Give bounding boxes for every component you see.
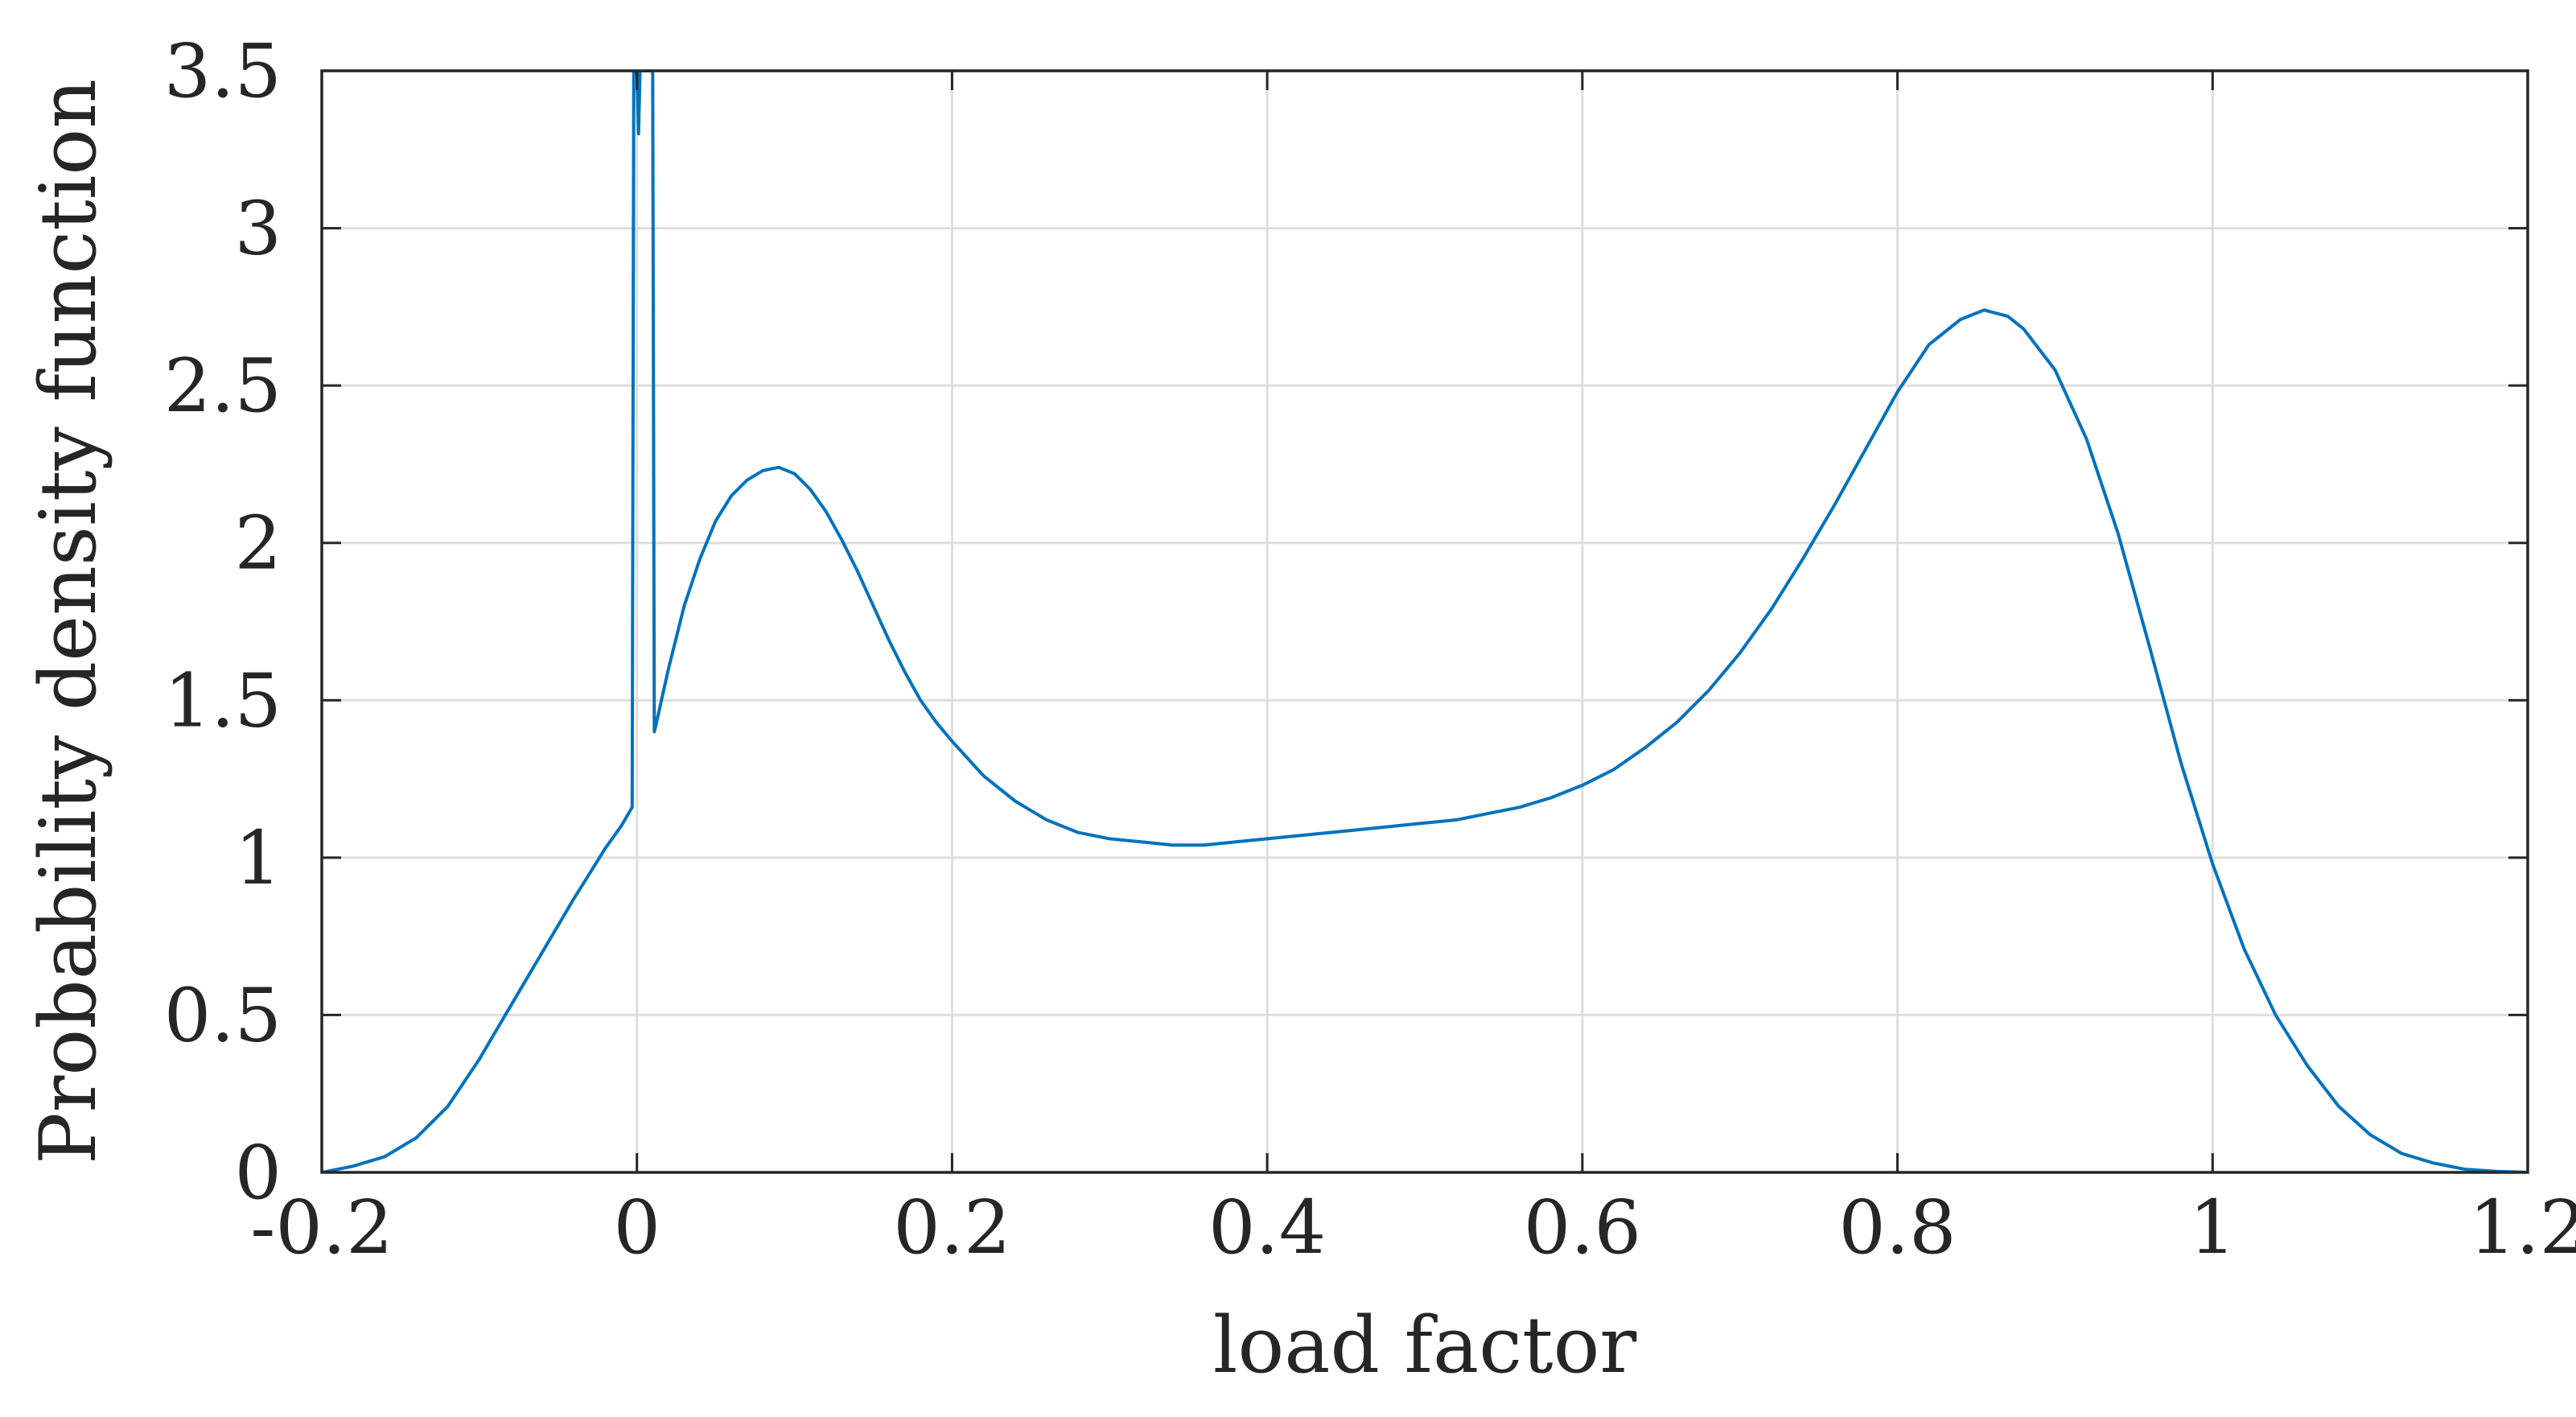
x-tick-label: 0	[613, 1184, 660, 1271]
y-tick-label: 0.5	[164, 972, 282, 1058]
x-tick-label: 0.6	[1524, 1184, 1641, 1271]
x-tick-label: 0.2	[893, 1184, 1010, 1271]
x-tick-label: 0.8	[1838, 1184, 1956, 1271]
y-tick-label: 0	[234, 1130, 282, 1216]
x-tick-label: 1	[2189, 1184, 2237, 1271]
x-tick-label: -0.2	[250, 1184, 393, 1271]
x-tick-label: 0.4	[1208, 1184, 1326, 1271]
tick-marks	[320, 69, 2529, 1174]
y-tick-label: 2	[234, 500, 282, 587]
tick-labels: -0.2 0 0.2 0.4 0.6 0.8 1 1.200.511.522.533.5	[164, 28, 2576, 1271]
y-tick-label: 3.5	[164, 28, 282, 114]
plot-frame	[320, 69, 2529, 1174]
grid-lines	[320, 69, 2529, 1174]
x-axis-label: load factor	[1213, 1300, 1637, 1390]
series-layer	[322, 71, 2528, 1172]
axes-box	[320, 69, 2529, 1174]
y-axis-label: Probability density function	[23, 79, 113, 1164]
x-tick-label: 1.2	[2469, 1184, 2576, 1271]
y-tick-label: 1.5	[164, 657, 282, 744]
y-tick-label: 2.5	[164, 343, 282, 429]
y-tick-label: 3	[234, 186, 282, 272]
pdf-series-line	[322, 71, 2528, 1172]
y-tick-label: 1	[234, 815, 282, 901]
